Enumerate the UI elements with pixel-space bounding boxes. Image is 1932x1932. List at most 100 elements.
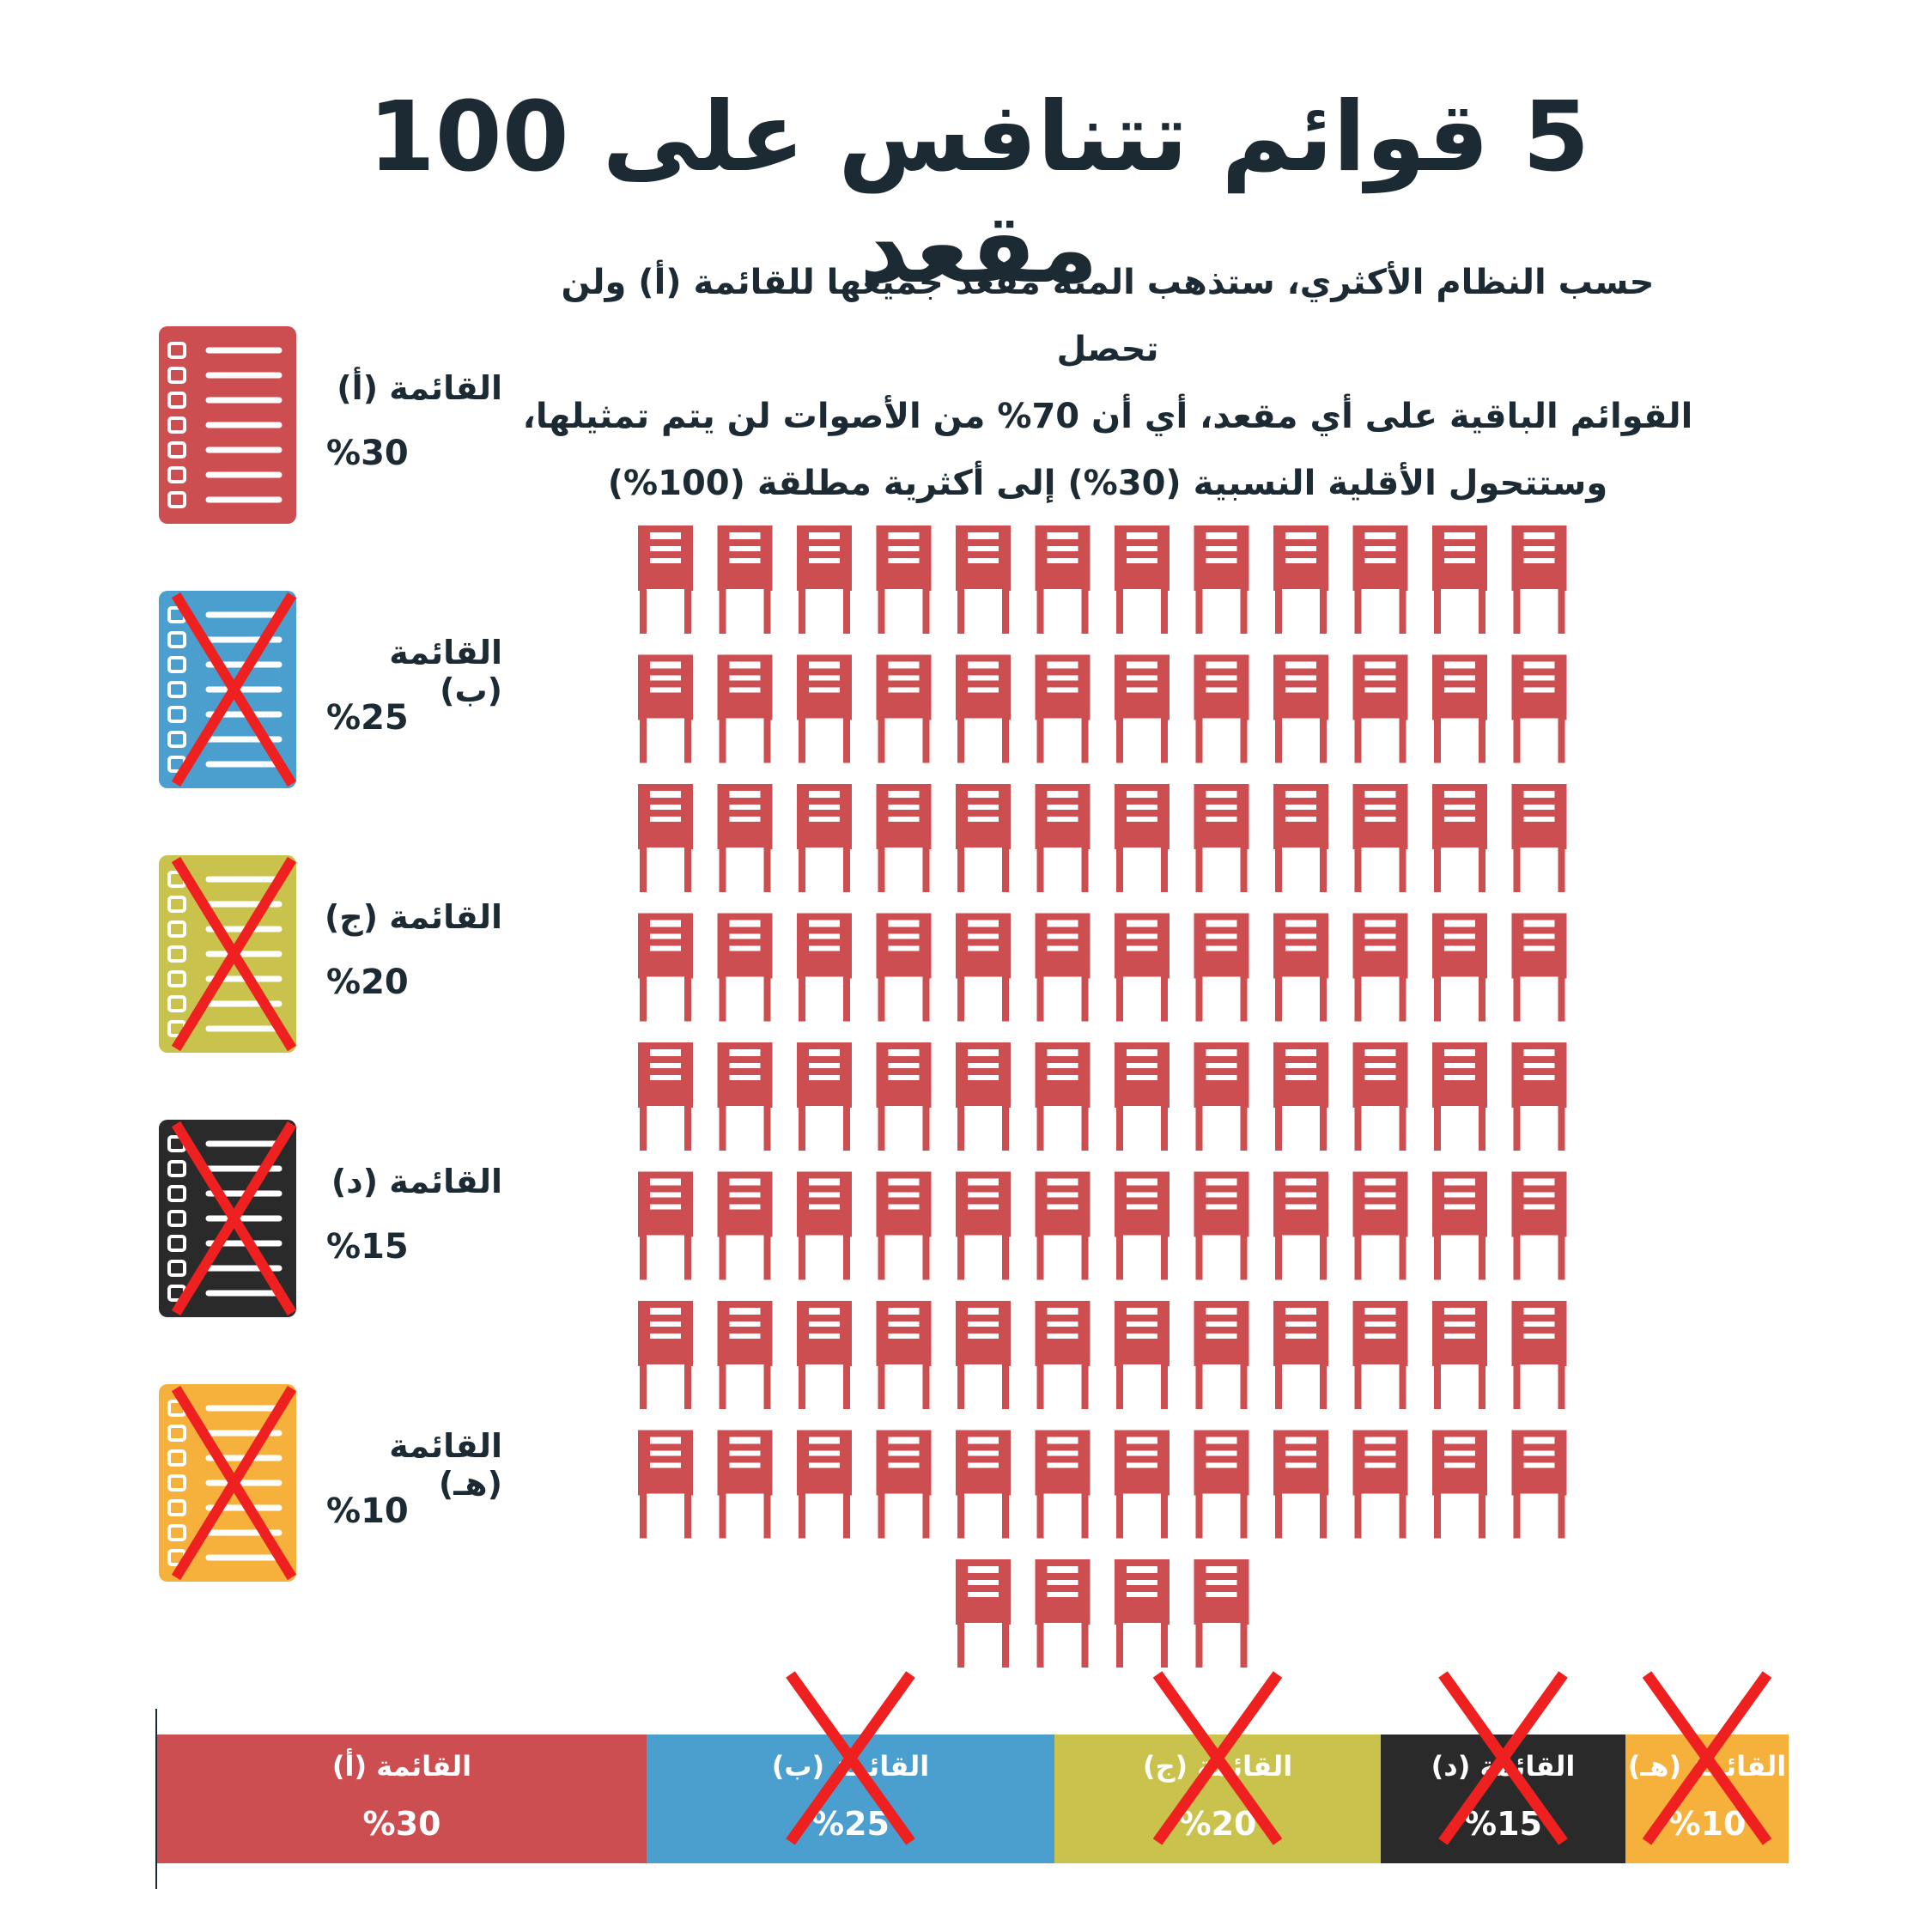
chair-icon xyxy=(1273,654,1328,763)
chair-icon xyxy=(1035,913,1091,1022)
legend-item-a: القائمة (أ) %30 xyxy=(159,326,519,524)
chair-icon xyxy=(956,654,1011,763)
legend-name: القائمة (د) xyxy=(331,1163,502,1200)
bar-segment: القائمة (ب) %25 xyxy=(647,1735,1054,1863)
chair-icon xyxy=(717,1171,773,1280)
chair-icon xyxy=(797,1171,852,1280)
chair-icon xyxy=(1035,784,1091,892)
chair-icon xyxy=(797,526,852,634)
chair-icon xyxy=(956,1171,1011,1280)
bar-segment: القائمة (ج) %20 xyxy=(1054,1735,1381,1863)
chair-icon xyxy=(1352,1301,1408,1409)
chair-icon xyxy=(638,526,693,634)
chair-icon xyxy=(638,784,693,892)
legend-percent: %30 xyxy=(326,434,409,473)
chair-icon xyxy=(717,1430,773,1539)
chair-icon xyxy=(1432,1042,1487,1151)
chair-icon xyxy=(1352,1171,1408,1280)
description: حسب النظام الأكثري، ستذهب المئة مقعد جمي… xyxy=(515,249,1700,517)
legend-percent: %25 xyxy=(326,698,409,738)
chair-icon xyxy=(1115,526,1170,634)
chair-icon xyxy=(1352,1042,1408,1151)
chair-icon xyxy=(1115,1042,1170,1151)
cross-icon xyxy=(171,856,296,1052)
chair-icon xyxy=(1115,784,1170,892)
chair-icon xyxy=(1194,1430,1249,1539)
chair-icon xyxy=(956,1430,1011,1539)
bar-segment-value: %25 xyxy=(811,1805,890,1843)
legend-percent: %15 xyxy=(326,1227,409,1267)
cross-icon xyxy=(171,1385,296,1581)
seats-grid xyxy=(638,526,1567,1668)
chair-icon xyxy=(1115,1301,1170,1409)
page-title: 5 قوائم تتنافس على 100 مقعد xyxy=(368,82,1590,305)
chair-icon xyxy=(876,654,932,763)
bar-segment-label: القائمة (هـ) xyxy=(1627,1750,1787,1783)
chair-icon xyxy=(1273,1430,1328,1539)
chair-icon xyxy=(717,1301,773,1409)
chair-icon xyxy=(1352,526,1408,634)
ballot-list-icon xyxy=(159,855,296,1053)
bar-segment-label: القائمة (ج) xyxy=(1142,1750,1293,1783)
bar-segment: القائمة (أ) %30 xyxy=(157,1735,647,1863)
chair-icon xyxy=(1194,1559,1249,1668)
bar-segment-label: القائمة (د) xyxy=(1431,1750,1576,1783)
chair-icon xyxy=(1511,1171,1567,1280)
cross-icon xyxy=(171,592,296,787)
bar-segment: القائمة (هـ) %10 xyxy=(1625,1735,1789,1863)
chair-icon xyxy=(717,526,773,634)
chair-icon xyxy=(1115,654,1170,763)
chair-icon xyxy=(797,784,852,892)
chair-icon xyxy=(956,784,1011,892)
legend-name: القائمة (أ) xyxy=(337,369,502,407)
chair-icon xyxy=(1035,1042,1091,1151)
chair-icon xyxy=(956,526,1011,634)
chair-icon xyxy=(797,1430,852,1539)
chair-icon xyxy=(1035,1430,1091,1539)
legend-item-b: القائمة (ب) %25 xyxy=(159,591,519,788)
legend-item-e: القائمة (هـ) %10 xyxy=(159,1384,519,1582)
chair-icon xyxy=(956,913,1011,1022)
chair-icon xyxy=(876,913,932,1022)
chair-icon xyxy=(1273,1171,1328,1280)
chair-icon xyxy=(1194,654,1249,763)
chair-icon xyxy=(1511,1430,1567,1539)
legend-percent: %10 xyxy=(326,1492,409,1531)
vote-share-bar: القائمة (أ) %30 القائمة (ب) %25 القائمة (ج)%… xyxy=(157,1735,1789,1863)
chair-icon xyxy=(876,784,932,892)
chair-icon xyxy=(1035,1171,1091,1280)
legend-name: القائمة (هـ) xyxy=(389,1427,502,1503)
chair-icon xyxy=(717,654,773,763)
chair-icon xyxy=(797,1301,852,1409)
bar-segment: القائمة (د) %15 xyxy=(1381,1735,1625,1863)
axis-line xyxy=(155,1709,157,1889)
chair-icon xyxy=(638,1301,693,1409)
chair-icon xyxy=(1035,526,1091,634)
chair-icon xyxy=(638,1171,693,1280)
chair-icon xyxy=(1273,1042,1328,1151)
chair-icon xyxy=(1432,1301,1487,1409)
chair-icon xyxy=(1035,1301,1091,1409)
chair-icon xyxy=(1273,913,1328,1022)
chair-icon xyxy=(1115,1430,1170,1539)
chair-icon xyxy=(1194,913,1249,1022)
legend-item-d: القائمة (د) %15 xyxy=(159,1120,519,1317)
chair-icon xyxy=(876,1301,932,1409)
chair-icon xyxy=(956,1042,1011,1151)
chair-icon xyxy=(1432,913,1487,1022)
chair-icon xyxy=(1115,1171,1170,1280)
chair-icon xyxy=(1035,1559,1091,1668)
chair-icon xyxy=(1115,913,1170,1022)
chair-icon xyxy=(956,1559,1011,1668)
chair-icon xyxy=(1115,1559,1170,1668)
chair-icon xyxy=(1273,526,1328,634)
legend-percent: %20 xyxy=(326,963,409,1002)
chair-icon xyxy=(1511,913,1567,1022)
chair-icon xyxy=(638,1430,693,1539)
chair-icon xyxy=(956,1301,1011,1409)
bar-segment-value: %30 xyxy=(362,1805,441,1843)
bar-segment-value: %10 xyxy=(1668,1805,1747,1843)
chair-icon xyxy=(638,1042,693,1151)
chair-icon xyxy=(1511,654,1567,763)
description-line-2: القوائم الباقية على أي مقعد، أي أن 70% م… xyxy=(522,397,1693,436)
